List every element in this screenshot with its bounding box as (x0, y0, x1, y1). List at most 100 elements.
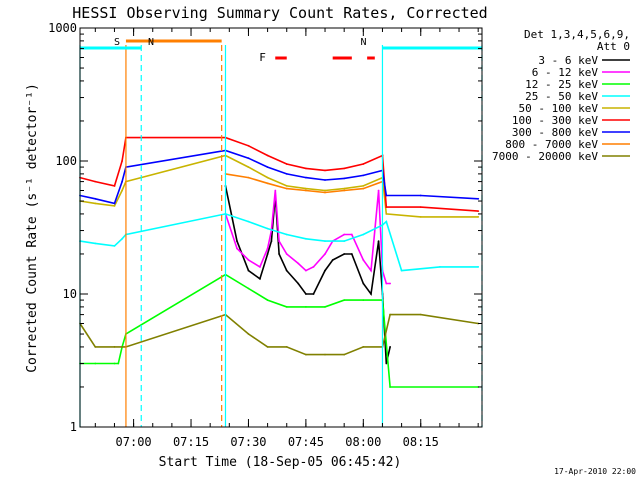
data-point (389, 313, 391, 316)
data-point (266, 346, 269, 348)
data-point (385, 220, 388, 223)
data-point (385, 362, 388, 365)
data-point (385, 213, 388, 215)
data-point (117, 362, 120, 365)
data-point (247, 144, 250, 147)
legend-label: 300 - 800 keV (512, 126, 598, 139)
x-tick-label: 07:45 (288, 435, 324, 449)
legend-label: 25 - 50 keV (525, 90, 598, 103)
data-point (259, 266, 261, 268)
y-axis: 1 10 100 1000 (48, 21, 482, 434)
data-point (297, 282, 300, 285)
data-point (350, 253, 353, 255)
data-point (477, 266, 480, 268)
data-point (343, 253, 346, 255)
data-point (285, 253, 288, 255)
data-point (94, 362, 97, 365)
legend-label: 7000 - 20000 keV (492, 150, 598, 163)
flag-label: N (148, 37, 154, 48)
x-axis-label: Start Time (18-Sep-05 06:45:42) (159, 455, 402, 470)
legend-label: 800 - 7000 keV (505, 138, 598, 151)
data-point (377, 189, 380, 192)
data-point (305, 353, 307, 356)
data-point (266, 166, 269, 169)
data-point (236, 240, 238, 243)
series-line-6 (79, 149, 479, 205)
data-point (259, 277, 261, 280)
data-point (389, 282, 391, 285)
data-point (362, 185, 365, 187)
x-tick-label: 08:00 (345, 435, 381, 449)
data-point (247, 287, 250, 290)
data-point (285, 306, 288, 308)
data-point (285, 185, 288, 187)
x-axis: 07:00 07:15 07:30 07:45 08:00 08:15 (94, 28, 479, 449)
data-point (324, 240, 326, 243)
data-point (477, 216, 480, 218)
data-point (113, 202, 116, 205)
series-line-1 (224, 190, 391, 285)
data-point (312, 293, 315, 295)
data-point (121, 189, 123, 192)
series-line-3 (79, 213, 479, 272)
data-point (385, 206, 388, 209)
data-point (362, 187, 365, 190)
chart-title: HESSI Observing Summary Count Rates, Cor… (72, 4, 487, 22)
data-point (389, 346, 391, 348)
flag-label: S (114, 37, 120, 48)
data-point (324, 191, 326, 194)
data-point (113, 346, 116, 348)
data-point (236, 247, 238, 250)
data-point (343, 353, 346, 356)
data-point (278, 240, 280, 243)
data-point (266, 247, 269, 250)
data-point (389, 386, 391, 388)
data-point (305, 167, 307, 170)
plot-frame (79, 27, 483, 428)
y-tick-label: 100 (55, 154, 77, 168)
data-point (324, 169, 326, 172)
legend-header: Det 1,3,4,5,6,9, (524, 28, 630, 41)
data-point (274, 189, 277, 192)
data-point (477, 197, 480, 200)
data-point (305, 269, 307, 272)
flag-label: N (360, 37, 366, 48)
legend-label: 50 - 100 keV (519, 102, 599, 115)
data-point (113, 362, 116, 365)
legend-label: 6 - 12 keV (532, 66, 599, 79)
data-point (305, 293, 307, 295)
data-point (324, 189, 326, 192)
data-point (370, 293, 372, 295)
data-point (419, 206, 422, 209)
flare-flag-label: F (259, 51, 266, 64)
data-point (312, 266, 315, 268)
data-point (285, 173, 288, 175)
data-point (305, 237, 307, 240)
data-point (266, 176, 269, 179)
data-point (343, 167, 346, 170)
data-point (362, 233, 365, 236)
data-point (305, 176, 307, 179)
data-point (285, 346, 288, 348)
data-point (278, 253, 280, 255)
data-point (324, 353, 326, 356)
data-point (121, 237, 123, 240)
data-point (343, 177, 346, 180)
data-point (121, 160, 123, 162)
data-point (247, 259, 250, 261)
data-point (94, 202, 97, 205)
data-point (266, 227, 269, 230)
data-point (266, 253, 269, 255)
data-point (113, 245, 116, 247)
data-point (305, 189, 307, 192)
data-point (266, 154, 269, 157)
data-point (362, 299, 365, 301)
series-line-5 (79, 136, 479, 212)
data-point (305, 306, 307, 308)
legend-label: 12 - 25 keV (525, 78, 598, 91)
series-line-2 (80, 273, 479, 388)
timestamp: 17-Apr-2010 22:00 (554, 467, 636, 476)
data-point (377, 240, 380, 243)
